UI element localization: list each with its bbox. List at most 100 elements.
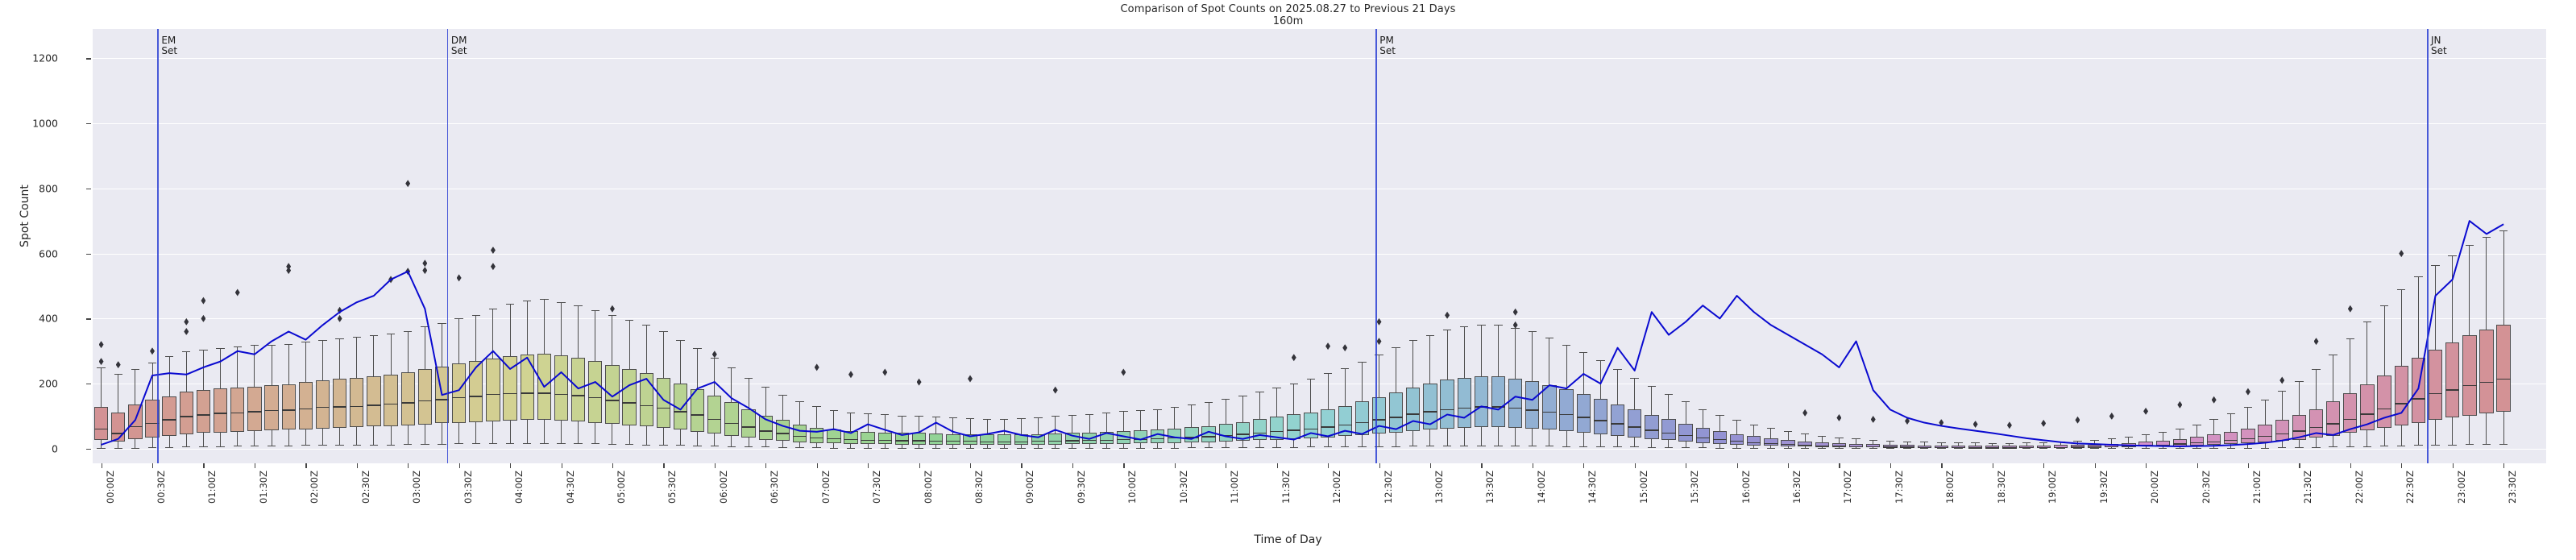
whisker-cap <box>2362 446 2372 447</box>
x-tick-label: 02:00Z <box>309 471 321 504</box>
outlier-marker <box>184 317 189 326</box>
box <box>179 392 193 434</box>
median-line <box>1354 421 1370 424</box>
box <box>707 396 722 434</box>
x-axis-ticks: 00:00Z 00:30Z 01:00Z 01:30Z 02:00Z 02:30Z 03:0… <box>93 463 2546 560</box>
whisker-cap <box>557 302 566 304</box>
whisker-cap <box>2243 407 2253 409</box>
median-line <box>367 404 381 406</box>
x-tick-mark <box>2196 463 2198 468</box>
box <box>1678 424 1693 442</box>
outlier-marker <box>2075 416 2080 424</box>
median-line <box>2275 433 2289 435</box>
whisker-cap <box>1783 431 1793 433</box>
box <box>2445 342 2460 418</box>
median-line <box>2070 446 2085 448</box>
whisker-cap <box>829 410 839 412</box>
outlier-marker <box>1905 417 1910 425</box>
whisker-cap <box>1101 447 1111 449</box>
x-tick-mark <box>1276 463 1278 468</box>
x-tick-label: 18:00Z <box>1944 471 1956 504</box>
whisker-cap <box>1647 386 1657 388</box>
median-line <box>2224 439 2238 441</box>
median-line <box>179 416 193 417</box>
whisker-cap <box>2159 448 2167 450</box>
event-vlines <box>93 29 2546 463</box>
whisker-cap <box>1204 402 1213 404</box>
box <box>2308 409 2324 438</box>
box <box>264 385 279 431</box>
whisker-cap <box>454 318 463 320</box>
whisker-cap <box>2482 444 2491 446</box>
x-tick-label: 15:00Z <box>1637 471 1649 504</box>
median-line <box>1457 407 1471 409</box>
box <box>2496 324 2511 412</box>
median-line <box>2189 442 2205 444</box>
median-line <box>434 399 450 400</box>
x-tick-mark <box>356 463 358 468</box>
box <box>844 430 858 444</box>
whisker-cap <box>1749 448 1758 450</box>
whisker-cap <box>982 448 992 450</box>
whisker-cap <box>352 336 361 338</box>
median-line <box>639 404 653 407</box>
whisker-cap <box>624 444 634 446</box>
whisker-cap <box>795 401 804 403</box>
whisker-cap <box>1852 448 1860 450</box>
x-tick-label: 12:00Z <box>1331 471 1343 504</box>
whisker-cap <box>1051 448 1060 450</box>
whisker-cap <box>881 414 890 416</box>
whisker-cap <box>131 447 140 449</box>
current-day-line <box>101 220 2504 448</box>
event-vline <box>2426 29 2429 463</box>
median-line <box>724 422 739 424</box>
median-line <box>1883 446 1898 448</box>
whisker-cap <box>1852 438 1860 440</box>
x-tick-mark <box>408 463 409 468</box>
median-line <box>332 406 347 408</box>
median-line <box>1985 447 2000 449</box>
whisker-cap <box>2209 419 2218 421</box>
box <box>861 431 875 445</box>
box <box>1798 441 1812 447</box>
whisker-cap <box>2499 443 2508 445</box>
x-tick-label: 21:30Z <box>2302 471 2314 504</box>
whisker-cap <box>1358 446 1367 447</box>
boxplot-series <box>93 29 2546 463</box>
whisker-cap <box>693 347 702 349</box>
outlier-marker <box>337 314 342 322</box>
whisker-cap <box>1681 401 1690 403</box>
x-tick-label: 13:00Z <box>1433 471 1445 504</box>
median-line <box>1440 409 1454 410</box>
median-line <box>861 439 875 441</box>
whisker-cap <box>1902 448 1912 450</box>
x-tick-label: 07:00Z <box>819 471 832 504</box>
outlier-marker <box>1376 338 1382 346</box>
event-label-name: DM <box>450 35 467 46</box>
whisker-cap <box>2448 255 2457 256</box>
outlier-marker <box>1870 415 1876 423</box>
whisker-cap <box>1341 446 1350 447</box>
y-tick-label: 600 <box>39 247 58 260</box>
box <box>929 433 944 445</box>
box <box>1287 414 1301 439</box>
whisker-cap <box>1392 446 1400 447</box>
median-line <box>2155 444 2170 446</box>
x-tick-label: 04:00Z <box>513 471 525 504</box>
median-line <box>2411 398 2426 400</box>
whisker-cap <box>1715 447 1724 449</box>
outlier-marker <box>201 314 206 322</box>
outlier-marker <box>1052 386 1058 394</box>
x-tick-mark <box>1328 463 1329 468</box>
y-tick-mark <box>86 58 91 60</box>
whisker-cap <box>2465 245 2474 247</box>
whisker-cap <box>216 347 225 349</box>
event-label-state: Set <box>161 45 178 57</box>
outlier-marker <box>1376 317 1382 326</box>
outlier-marker <box>422 267 428 275</box>
whisker-cap <box>2414 276 2423 277</box>
whisker-cap <box>1613 446 1622 447</box>
box <box>1559 389 1574 432</box>
event-annotation: DM Set <box>451 35 467 57</box>
whisker-cap <box>2312 446 2321 448</box>
